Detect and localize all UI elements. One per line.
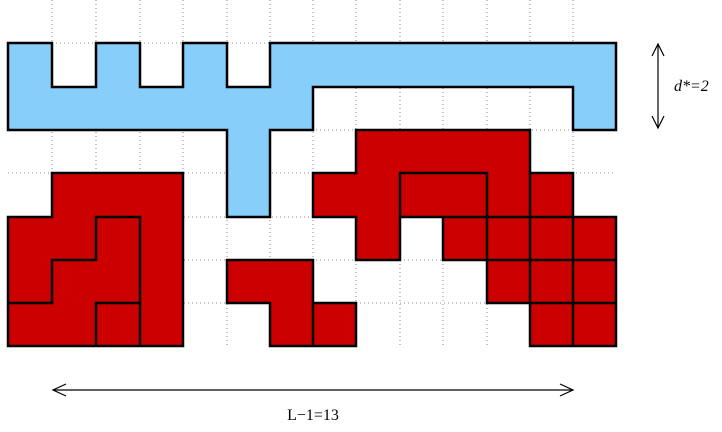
length-label: L−1=13 (287, 407, 339, 424)
blue-strip (6, 41, 618, 219)
length-arrow (51, 383, 575, 397)
right-inner-boundaries (398, 171, 616, 346)
red-region-middle (225, 258, 358, 348)
left-inner-boundaries (8, 215, 142, 346)
d-star-label: d*=2 (674, 78, 709, 95)
d-star-arrow (651, 42, 665, 130)
red-region-right (311, 128, 618, 348)
